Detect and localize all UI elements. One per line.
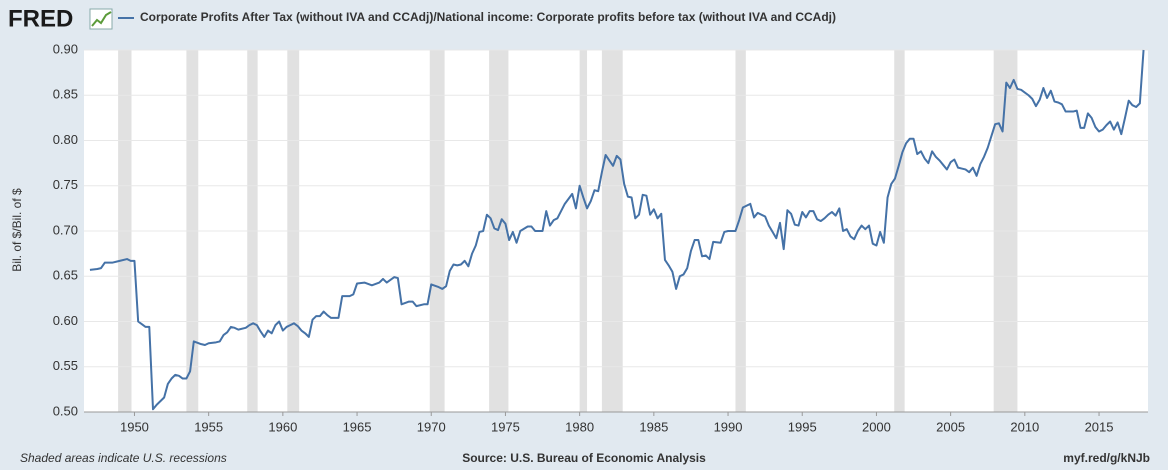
y-tick-label: 0.90	[53, 41, 78, 56]
y-axis-label: Bil. of $/Bil. of $	[10, 188, 24, 272]
recession-note: Shaded areas indicate U.S. recessions	[20, 451, 227, 465]
logo-icon	[91, 11, 112, 27]
x-tick-label: 1970	[417, 419, 446, 434]
y-tick-label: 0.65	[53, 268, 78, 283]
x-tick-label: 2010	[1010, 419, 1039, 434]
y-tick-label: 0.70	[53, 222, 78, 237]
x-tick-label: 2000	[862, 419, 891, 434]
brand-logo: FRED	[8, 5, 73, 32]
y-tick-label: 0.75	[53, 177, 78, 192]
x-tick-label: 2005	[936, 419, 965, 434]
x-tick-label: 2015	[1085, 419, 1114, 434]
x-tick-label: 1985	[639, 419, 668, 434]
series-line	[89, 49, 1145, 411]
x-tick-label: 1990	[714, 419, 743, 434]
y-tick-label: 0.60	[53, 313, 78, 328]
x-tick-label: 1960	[268, 419, 297, 434]
x-tick-label: 1955	[194, 419, 223, 434]
link[interactable]: myf.red/g/kNJb	[1063, 451, 1150, 465]
y-tick-label: 0.80	[53, 132, 78, 147]
x-tick-label: 1950	[120, 419, 149, 434]
legend-label: Corporate Profits After Tax (without IVA…	[140, 10, 836, 24]
x-tick-label: 1995	[788, 419, 817, 434]
x-tick-label: 1980	[565, 419, 594, 434]
source: Source: U.S. Bureau of Economic Analysis	[462, 451, 706, 465]
y-tick-label: 0.50	[53, 403, 78, 418]
x-tick-label: 1975	[491, 419, 520, 434]
y-tick-label: 0.85	[53, 87, 78, 102]
y-tick-label: 0.55	[53, 358, 78, 373]
x-tick-label: 1965	[343, 419, 372, 434]
